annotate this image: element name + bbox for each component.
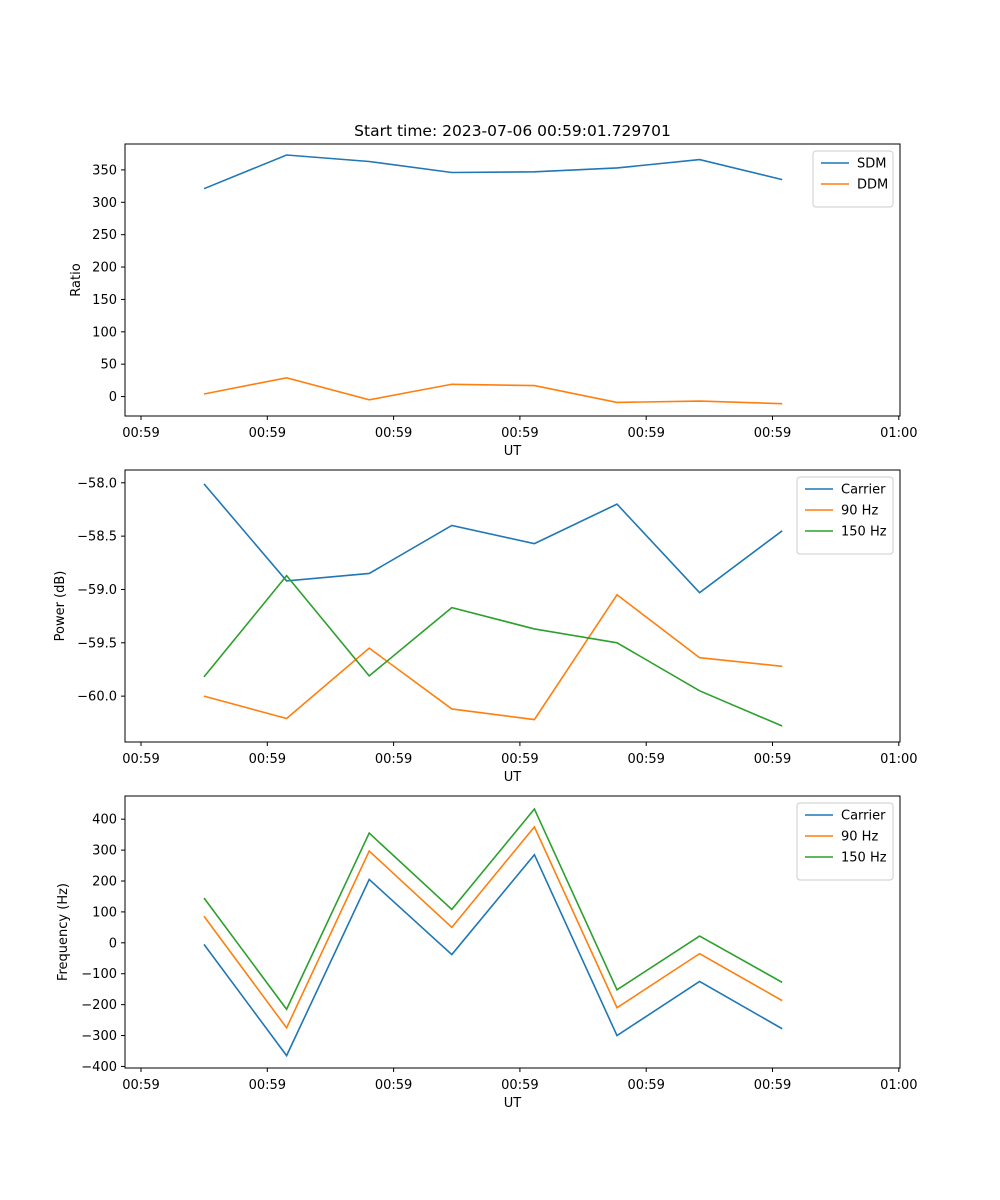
y-axis-label: Ratio [69, 263, 84, 296]
series-line-carrier [203, 853, 783, 1058]
x-tick-label: 00:59 [249, 1078, 286, 1093]
series-line-sdm [203, 154, 783, 190]
legend-entry: Carrier [841, 483, 886, 498]
x-tick-label: 01:00 [880, 752, 917, 767]
y-tick-label: 200 [92, 261, 117, 276]
y-tick-label: 350 [92, 163, 117, 178]
x-tick-label: 00:59 [754, 1078, 791, 1093]
y-tick-label: −400 [81, 1060, 117, 1075]
x-tick-label: 00:59 [627, 426, 664, 441]
x-tick-label: 00:59 [122, 752, 159, 767]
y-tick-label: −58.0 [77, 476, 117, 491]
chart-panel-1: 00:59 00:59 00:59 00:59 00:59 00:59 01:00 0 50 10… [69, 143, 918, 459]
x-axis-label: UT [504, 1096, 522, 1111]
y-axis-label: Frequency (Hz) [56, 883, 71, 981]
y-tick-label: 200 [92, 875, 117, 890]
legend: Carrier 90 Hz 150 Hz [796, 476, 894, 555]
y-tick-label: 250 [92, 228, 117, 243]
legend: SDM DDM [812, 150, 894, 208]
legend-entry: 150 Hz [841, 525, 887, 540]
y-axis-label: Power (dB) [53, 571, 68, 642]
legend-entry: 150 Hz [841, 851, 887, 866]
legend-box [812, 150, 894, 208]
x-tick-label: 00:59 [501, 426, 538, 441]
x-tick-label: 00:59 [627, 752, 664, 767]
legend: Carrier 90 Hz 150 Hz [796, 802, 894, 881]
y-tick-label: 400 [92, 813, 117, 828]
x-axis-label: UT [504, 770, 522, 785]
y-tick-label: −59.5 [77, 636, 117, 651]
figure-title: Start time: 2023-07-06 00:59:01.729701 [354, 122, 671, 140]
legend-entry: 90 Hz [841, 504, 878, 519]
y-tick-label: 100 [92, 325, 117, 340]
x-tick-label: 00:59 [627, 1078, 664, 1093]
legend-box [796, 802, 894, 881]
x-tick-label: 00:59 [249, 752, 286, 767]
y-tick-label: −300 [81, 1029, 117, 1044]
x-tick-label: 00:59 [375, 426, 412, 441]
y-tick-label: 50 [100, 358, 117, 373]
y-tick-label: −59.0 [77, 583, 117, 598]
series-line-90-hz [203, 825, 783, 1030]
series-line-carrier [203, 483, 783, 594]
series-line-ddm [203, 376, 783, 405]
legend-entry: DDM [857, 178, 888, 193]
y-tick-label: 0 [109, 390, 117, 405]
x-tick-label: 00:59 [754, 426, 791, 441]
x-tick-label: 01:00 [880, 426, 917, 441]
axes-frame [124, 795, 901, 1069]
x-tick-label: 00:59 [375, 752, 412, 767]
axes-frame [124, 469, 901, 743]
x-tick-label: 00:59 [249, 426, 286, 441]
y-tick-label: 0 [109, 936, 117, 951]
y-tick-label: 100 [92, 905, 117, 920]
x-tick-label: 00:59 [754, 752, 791, 767]
y-tick-label: −200 [81, 998, 117, 1013]
x-tick-label: 00:59 [122, 426, 159, 441]
y-tick-label: −100 [81, 967, 117, 982]
x-tick-label: 01:00 [880, 1078, 917, 1093]
y-tick-label: 300 [92, 196, 117, 211]
series-line-150-hz [203, 807, 783, 1011]
x-tick-label: 00:59 [501, 1078, 538, 1093]
y-tick-label: −58.5 [77, 530, 117, 545]
series-line-90-hz [203, 593, 783, 721]
x-tick-label: 00:59 [122, 1078, 159, 1093]
legend-entry: Carrier [841, 809, 886, 824]
x-tick-label: 00:59 [375, 1078, 412, 1093]
x-axis-label: UT [504, 444, 522, 459]
x-tick-label: 00:59 [501, 752, 538, 767]
charts: 00:59 00:59 00:59 00:59 00:59 00:59 01:00 0 50 10… [53, 143, 918, 1111]
chart-panel-2: 00:59 00:59 00:59 00:59 00:59 00:59 01:00 −60.0… [53, 469, 918, 785]
chart-panel-3: 00:59 00:59 00:59 00:59 00:59 00:59 01:00 −400 −… [56, 795, 918, 1111]
legend-entry: 90 Hz [841, 830, 878, 845]
y-tick-label: 150 [92, 293, 117, 308]
series-line-150-hz [203, 574, 783, 727]
y-tick-label: 300 [92, 844, 117, 859]
y-tick-label: −60.0 [77, 690, 117, 705]
legend-entry: SDM [857, 157, 886, 172]
axes-frame [124, 143, 901, 417]
legend-box [796, 476, 894, 555]
